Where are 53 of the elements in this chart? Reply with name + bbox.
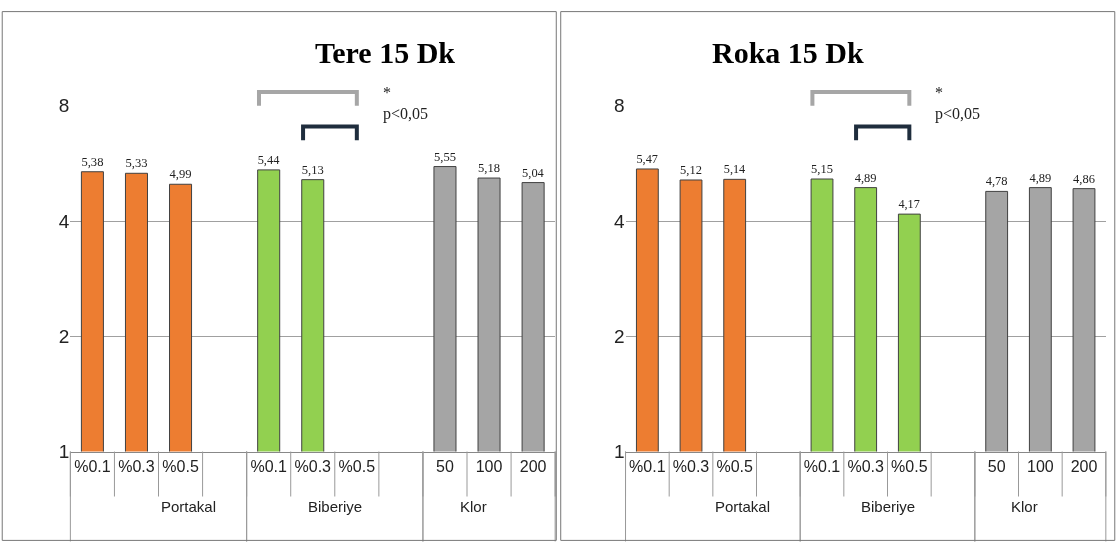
data-label: 5,44 [257,152,280,167]
data-label: 4,89 [854,170,877,185]
x-tick-label: %0.1 [803,457,841,475]
x-tick-label: %0.3 [294,457,332,475]
y-tick-label: 1 [58,441,70,463]
data-label: 5,33 [125,156,148,171]
text: Klor [1011,498,1038,515]
y-tick-label: 2 [613,325,625,347]
text: Portakal [161,498,217,515]
data-label: 5,04 [522,165,544,180]
y-tick-label: 2 [58,325,70,347]
data-label: 5,15 [811,162,833,177]
data-label: 4,89 [1029,170,1052,185]
x-tick-label: %0.1 [74,457,111,475]
data-label: 4,17 [898,197,920,212]
x-tick-label: %0.3 [847,457,885,475]
chart-title: Tere 15 Dk [315,36,456,69]
data-label: 4,99 [169,167,192,182]
x-tick-label: %0.1 [250,457,288,475]
x-tick-label: %0.5 [162,457,199,475]
x-tick-label: %0.1 [629,457,666,475]
text: Portakal [715,498,771,515]
chart-title: Roka 15 Dk [712,36,865,69]
y-tick-label: 8 [613,95,625,117]
x-tick-label: 50 [436,457,454,475]
data-label: 4,78 [985,174,1008,189]
x-tick-label: %0.3 [118,457,155,475]
data-label: 5,12 [680,163,702,178]
x-tick-label: %0.5 [716,457,754,475]
data-label: 5,47 [636,152,658,167]
x-tick-label: 50 [987,457,1006,475]
y-tick-label: 4 [613,210,625,232]
data-label: 5,55 [433,149,456,164]
x-tick-label: 200 [1070,457,1098,475]
x-tick-label: 100 [1026,457,1054,475]
x-tick-label: %0.5 [891,457,928,475]
data-label: 5,18 [478,161,501,176]
x-tick-label: %0.3 [672,457,710,475]
data-label: 4,86 [1073,171,1095,186]
y-tick-label: 4 [58,210,70,232]
text: Klor [460,498,487,515]
x-tick-label: 200 [519,457,547,475]
x-tick-label: %0.5 [338,457,376,475]
data-label: 5,14 [723,162,746,177]
annotation: * p<0,05 [383,84,429,123]
data-label: 5,38 [81,154,104,169]
text: Biberiye [308,498,363,515]
annotation: * p<0,05 [935,84,981,123]
y-tick-label: 8 [58,95,70,117]
text: Biberiye [861,498,916,515]
data-label: 5,13 [301,162,324,177]
x-tick-label: 100 [475,457,503,475]
y-tick-label: 1 [613,441,625,463]
